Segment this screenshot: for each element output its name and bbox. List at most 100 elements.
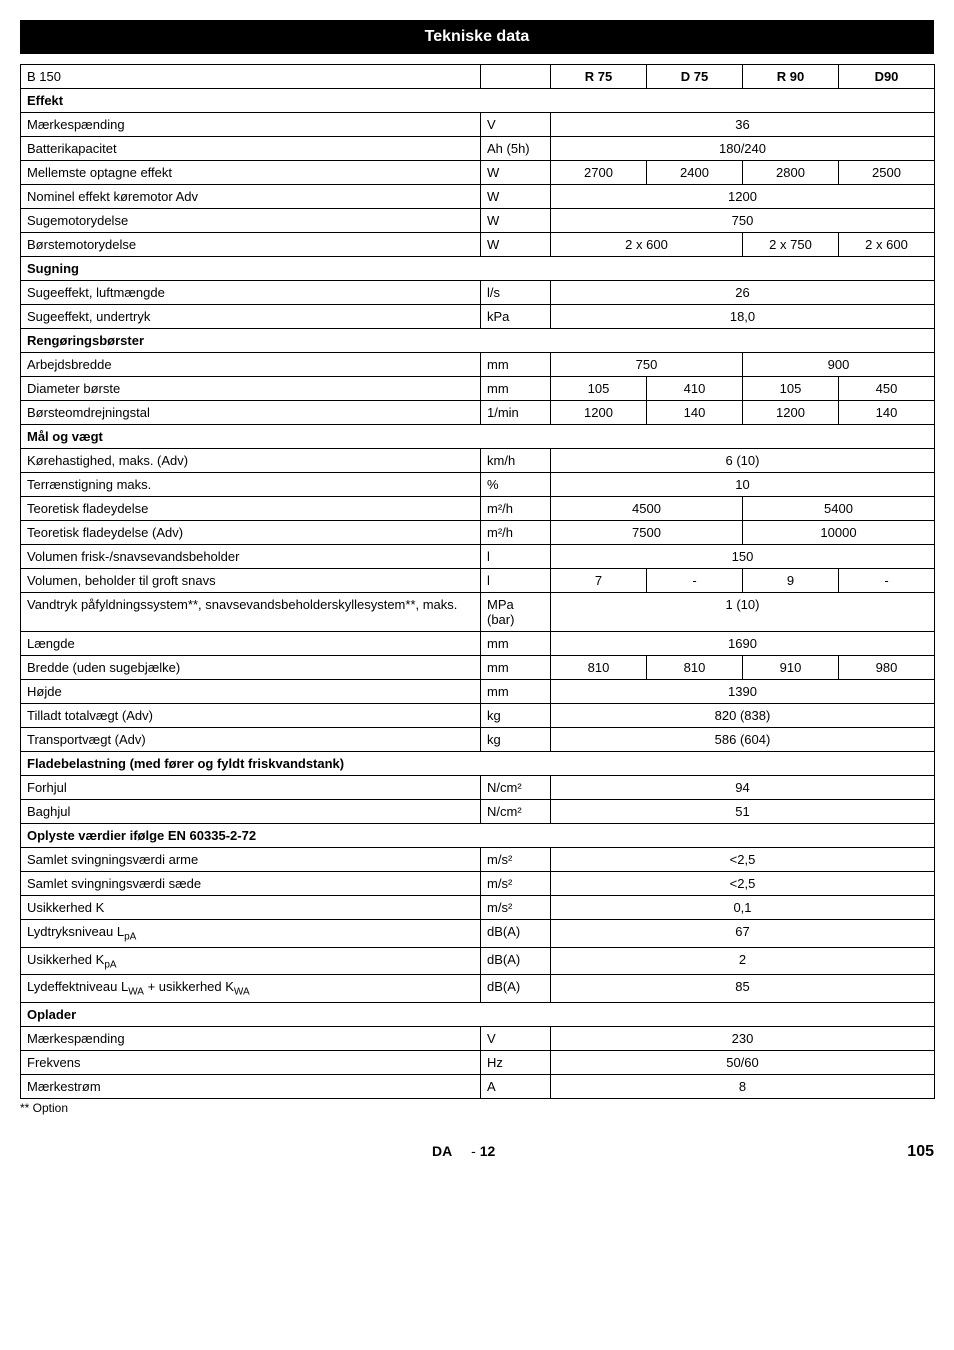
- spec-row: MærkestrømA8: [21, 1074, 935, 1098]
- spec-row: Teoretisk fladeydelsem²/h45005400: [21, 497, 935, 521]
- spec-value: <2,5: [551, 848, 935, 872]
- spec-value: 9: [743, 569, 839, 593]
- section-header: Sugning: [21, 257, 935, 281]
- spec-value: 8: [551, 1074, 935, 1098]
- spec-row: Teoretisk fladeydelse (Adv)m²/h750010000: [21, 521, 935, 545]
- spec-value: 1200: [551, 401, 647, 425]
- spec-label: Transportvægt (Adv): [21, 728, 481, 752]
- spec-value: 50/60: [551, 1050, 935, 1074]
- spec-value: 2500: [839, 161, 935, 185]
- spec-label: Længde: [21, 632, 481, 656]
- spec-value: 1 (10): [551, 593, 935, 632]
- spec-label: Usikkerhed KpA: [21, 947, 481, 975]
- spec-label: Bredde (uden sugebjælke): [21, 656, 481, 680]
- spec-label: Mellemste optagne effekt: [21, 161, 481, 185]
- spec-row: Sugeeffekt, undertrykkPa18,0: [21, 305, 935, 329]
- spec-value: 5400: [743, 497, 935, 521]
- header-row: B 150 R 75 D 75 R 90 D90: [21, 65, 935, 89]
- spec-row: Bredde (uden sugebjælke)mm810810910980: [21, 656, 935, 680]
- spec-unit: l: [481, 569, 551, 593]
- spec-unit: mm: [481, 377, 551, 401]
- spec-value: 810: [647, 656, 743, 680]
- spec-value: 18,0: [551, 305, 935, 329]
- spec-unit: kPa: [481, 305, 551, 329]
- spec-value: 820 (838): [551, 704, 935, 728]
- spec-label: Mærkespænding: [21, 113, 481, 137]
- spec-value: 0,1: [551, 896, 935, 920]
- spec-value: 230: [551, 1026, 935, 1050]
- footer-dash: -: [471, 1143, 476, 1159]
- spec-row: Længdemm1690: [21, 632, 935, 656]
- spec-label: Tilladt totalvægt (Adv): [21, 704, 481, 728]
- section-header: Oplader: [21, 1002, 935, 1026]
- spec-value: 2 x 750: [743, 233, 839, 257]
- footer-page: 12: [480, 1143, 496, 1159]
- spec-label: Kørehastighed, maks. (Adv): [21, 449, 481, 473]
- spec-label: Teoretisk fladeydelse: [21, 497, 481, 521]
- spec-unit: km/h: [481, 449, 551, 473]
- spec-unit: dB(A): [481, 947, 551, 975]
- spec-unit: l/s: [481, 281, 551, 305]
- spec-value: 85: [551, 975, 935, 1003]
- spec-value: 980: [839, 656, 935, 680]
- spec-label: Volumen frisk-/snavsevandsbeholder: [21, 545, 481, 569]
- spec-unit: V: [481, 1026, 551, 1050]
- spec-row: Samlet svingningsværdi armem/s²<2,5: [21, 848, 935, 872]
- spec-value: 910: [743, 656, 839, 680]
- spec-row: FrekvensHz50/60: [21, 1050, 935, 1074]
- spec-row: Usikkerhed KpAdB(A)2: [21, 947, 935, 975]
- section-header: Oplyste værdier ifølge EN 60335-2-72: [21, 824, 935, 848]
- spec-value: 7: [551, 569, 647, 593]
- spec-row: Vandtryk påfyldningssystem**, snavsevand…: [21, 593, 935, 632]
- spec-value: <2,5: [551, 872, 935, 896]
- spec-label: Børstemotorydelse: [21, 233, 481, 257]
- spec-row: BaghjulN/cm²51: [21, 800, 935, 824]
- spec-row: Kørehastighed, maks. (Adv)km/h6 (10): [21, 449, 935, 473]
- spec-unit: m²/h: [481, 497, 551, 521]
- section-header: Effekt: [21, 89, 935, 113]
- col-r75: R 75: [551, 65, 647, 89]
- section-header: Mål og vægt: [21, 425, 935, 449]
- spec-row: Terrænstigning maks.%10: [21, 473, 935, 497]
- spec-value: 140: [839, 401, 935, 425]
- spec-value: 36: [551, 113, 935, 137]
- spec-value: 150: [551, 545, 935, 569]
- spec-row: MærkespændingV36: [21, 113, 935, 137]
- spec-row: MærkespændingV230: [21, 1026, 935, 1050]
- spec-label: Baghjul: [21, 800, 481, 824]
- spec-row: Nominel effekt køremotor AdvW1200: [21, 185, 935, 209]
- spec-value: 1390: [551, 680, 935, 704]
- section-header-cell: Effekt: [21, 89, 935, 113]
- spec-label: Sugemotorydelse: [21, 209, 481, 233]
- spec-label: Samlet svingningsværdi sæde: [21, 872, 481, 896]
- spec-row: Usikkerhed Km/s²0,1: [21, 896, 935, 920]
- spec-row: Sugeeffekt, luftmængdel/s26: [21, 281, 935, 305]
- model-label: B 150: [21, 65, 481, 89]
- spec-label: Batterikapacitet: [21, 137, 481, 161]
- spec-value: 750: [551, 209, 935, 233]
- spec-unit: mm: [481, 680, 551, 704]
- spec-label: Vandtryk påfyldningssystem**, snavsevand…: [21, 593, 481, 632]
- spec-unit: mm: [481, 353, 551, 377]
- spec-row: ForhjulN/cm²94: [21, 776, 935, 800]
- spec-value: 1200: [551, 185, 935, 209]
- spec-label: Sugeeffekt, undertryk: [21, 305, 481, 329]
- spec-value: 810: [551, 656, 647, 680]
- spec-row: Mellemste optagne effektW270024002800250…: [21, 161, 935, 185]
- spec-value: 2 x 600: [551, 233, 743, 257]
- spec-row: Arbejdsbreddemm750900: [21, 353, 935, 377]
- section-header: Rengøringsbørster: [21, 329, 935, 353]
- spec-unit: l: [481, 545, 551, 569]
- spec-value: -: [647, 569, 743, 593]
- section-header-cell: Mål og vægt: [21, 425, 935, 449]
- spec-unit: N/cm²: [481, 800, 551, 824]
- spec-row: Volumen frisk-/snavsevandsbeholderl150: [21, 545, 935, 569]
- spec-unit: Hz: [481, 1050, 551, 1074]
- footer-abs-page: 105: [907, 1143, 934, 1161]
- spec-row: Volumen, beholder til groft snavsl7-9-: [21, 569, 935, 593]
- spec-label: Højde: [21, 680, 481, 704]
- spec-row: Samlet svingningsværdi sædem/s²<2,5: [21, 872, 935, 896]
- section-header-cell: Oplyste værdier ifølge EN 60335-2-72: [21, 824, 935, 848]
- spec-value: 2700: [551, 161, 647, 185]
- spec-unit: W: [481, 209, 551, 233]
